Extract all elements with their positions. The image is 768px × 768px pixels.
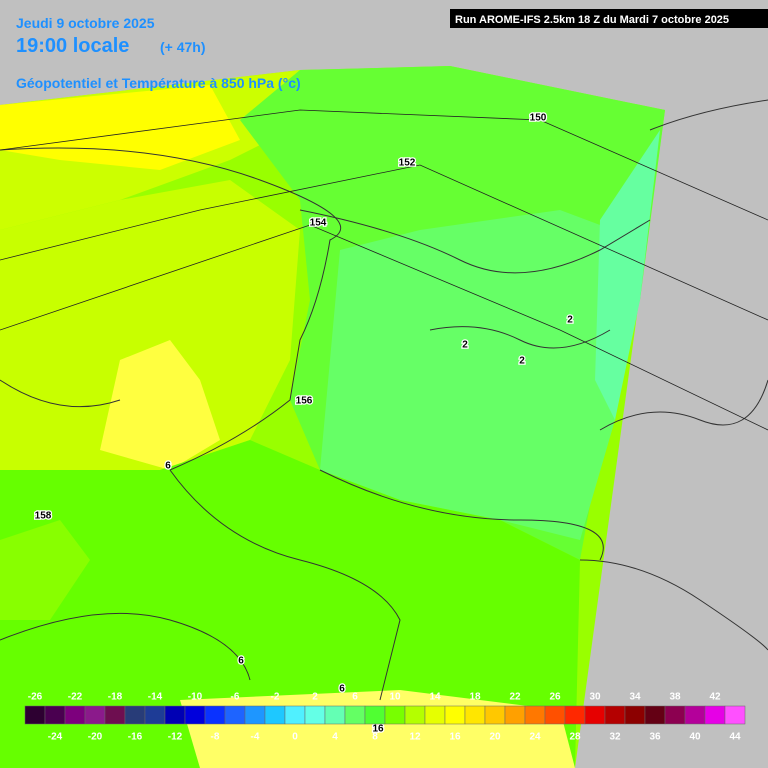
- scale-label: -22: [68, 692, 83, 703]
- run-info: Run AROME-IFS 2.5km 18 Z du Mardi 7 octo…: [455, 14, 729, 26]
- model-domain: [0, 66, 665, 768]
- scale-label: 0: [292, 732, 298, 743]
- color-swatch: [484, 705, 506, 725]
- parameter: Géopotentiel et Température à 850 hPa (°…: [16, 75, 301, 91]
- scale-label: 38: [669, 692, 681, 703]
- scale-label: -4: [251, 732, 260, 743]
- scale-label: -8: [211, 732, 220, 743]
- forecast-date: Jeudi 9 octobre 2025: [16, 15, 155, 31]
- scale-label: -10: [188, 692, 203, 703]
- scale-label: 16: [449, 732, 461, 743]
- color-swatch: [364, 705, 386, 725]
- color-swatch: [304, 705, 326, 725]
- scale-label: 28: [569, 732, 581, 743]
- scale-label: 10: [389, 692, 401, 703]
- contour-label: 6: [165, 461, 171, 472]
- color-swatch: [444, 705, 466, 725]
- color-swatch: [424, 705, 446, 725]
- scale-label: -12: [168, 732, 183, 743]
- contour-label: 154: [310, 218, 327, 229]
- color-swatch: [704, 705, 726, 725]
- color-swatch: [104, 705, 126, 725]
- color-swatch: [84, 705, 106, 725]
- scale-label: -18: [108, 692, 123, 703]
- color-swatch: [344, 705, 366, 725]
- color-swatch: [684, 705, 706, 725]
- contour-label: 2: [462, 340, 468, 351]
- color-swatch: [464, 705, 486, 725]
- color-swatch: [504, 705, 526, 725]
- scale-label: 34: [629, 692, 641, 703]
- geopotential-isolines: [0, 109, 768, 431]
- contour-label: 2: [519, 356, 525, 367]
- color-swatch: [644, 705, 666, 725]
- contour-label: 2: [567, 315, 573, 326]
- color-swatch: [584, 705, 606, 725]
- color-swatch: [524, 705, 546, 725]
- scale-label: 14: [429, 692, 441, 703]
- color-swatch: [184, 705, 206, 725]
- color-swatch: [144, 705, 166, 725]
- contour-label: 158: [35, 511, 52, 522]
- scale-label: 18: [469, 692, 481, 703]
- color-swatch: [604, 705, 626, 725]
- scale-label: -24: [48, 732, 63, 743]
- color-swatch: [544, 705, 566, 725]
- scale-label: -26: [28, 692, 43, 703]
- color-swatch: [404, 705, 426, 725]
- contour-label: 6: [339, 684, 345, 695]
- scale-label: 8: [372, 732, 378, 743]
- scale-label: -14: [148, 692, 163, 703]
- borders: [0, 99, 768, 701]
- contour-label: 6: [238, 656, 244, 667]
- color-swatch: [204, 705, 226, 725]
- scale-label: 42: [709, 692, 721, 703]
- scale-label: -6: [231, 692, 240, 703]
- color-swatch: [284, 705, 306, 725]
- color-swatch: [664, 705, 686, 725]
- scale-label: 36: [649, 732, 661, 743]
- color-swatch: [24, 705, 46, 725]
- color-swatch: [564, 705, 586, 725]
- color-swatch: [124, 705, 146, 725]
- scale-label: 20: [489, 732, 501, 743]
- color-swatch: [224, 705, 246, 725]
- scale-label: 6: [352, 692, 358, 703]
- forecast-time: 19:00 locale: [16, 35, 129, 57]
- scale-label: -16: [128, 732, 143, 743]
- scale-label: 12: [409, 732, 421, 743]
- color-scale: -26-24-22-20-18-16-14-12-10-8-6-4-202468…: [24, 692, 746, 743]
- color-swatch: [64, 705, 86, 725]
- color-swatch: [244, 705, 266, 725]
- scale-label: 26: [549, 692, 561, 703]
- scale-label: 24: [529, 732, 541, 743]
- scale-label: 4: [332, 732, 338, 743]
- color-swatch: [624, 705, 646, 725]
- scale-label: 30: [589, 692, 601, 703]
- color-swatch: [724, 705, 746, 725]
- contour-label: 152: [399, 158, 416, 169]
- scale-label: -2: [271, 692, 280, 703]
- color-swatch: [324, 705, 346, 725]
- color-swatch: [264, 705, 286, 725]
- contour-label: 150: [530, 113, 547, 124]
- color-swatch: [384, 705, 406, 725]
- run-banner: [450, 9, 768, 28]
- scale-label: -20: [88, 732, 103, 743]
- contour-label: 156: [296, 396, 313, 407]
- scale-label: 40: [689, 732, 701, 743]
- scale-label: 32: [609, 732, 621, 743]
- scale-label: 2: [312, 692, 318, 703]
- lead-time: (+ 47h): [160, 39, 206, 55]
- color-swatch: [164, 705, 186, 725]
- contour-label: 16: [372, 724, 384, 735]
- color-swatch: [44, 705, 66, 725]
- scale-label: 22: [509, 692, 521, 703]
- scale-label: 44: [729, 732, 741, 743]
